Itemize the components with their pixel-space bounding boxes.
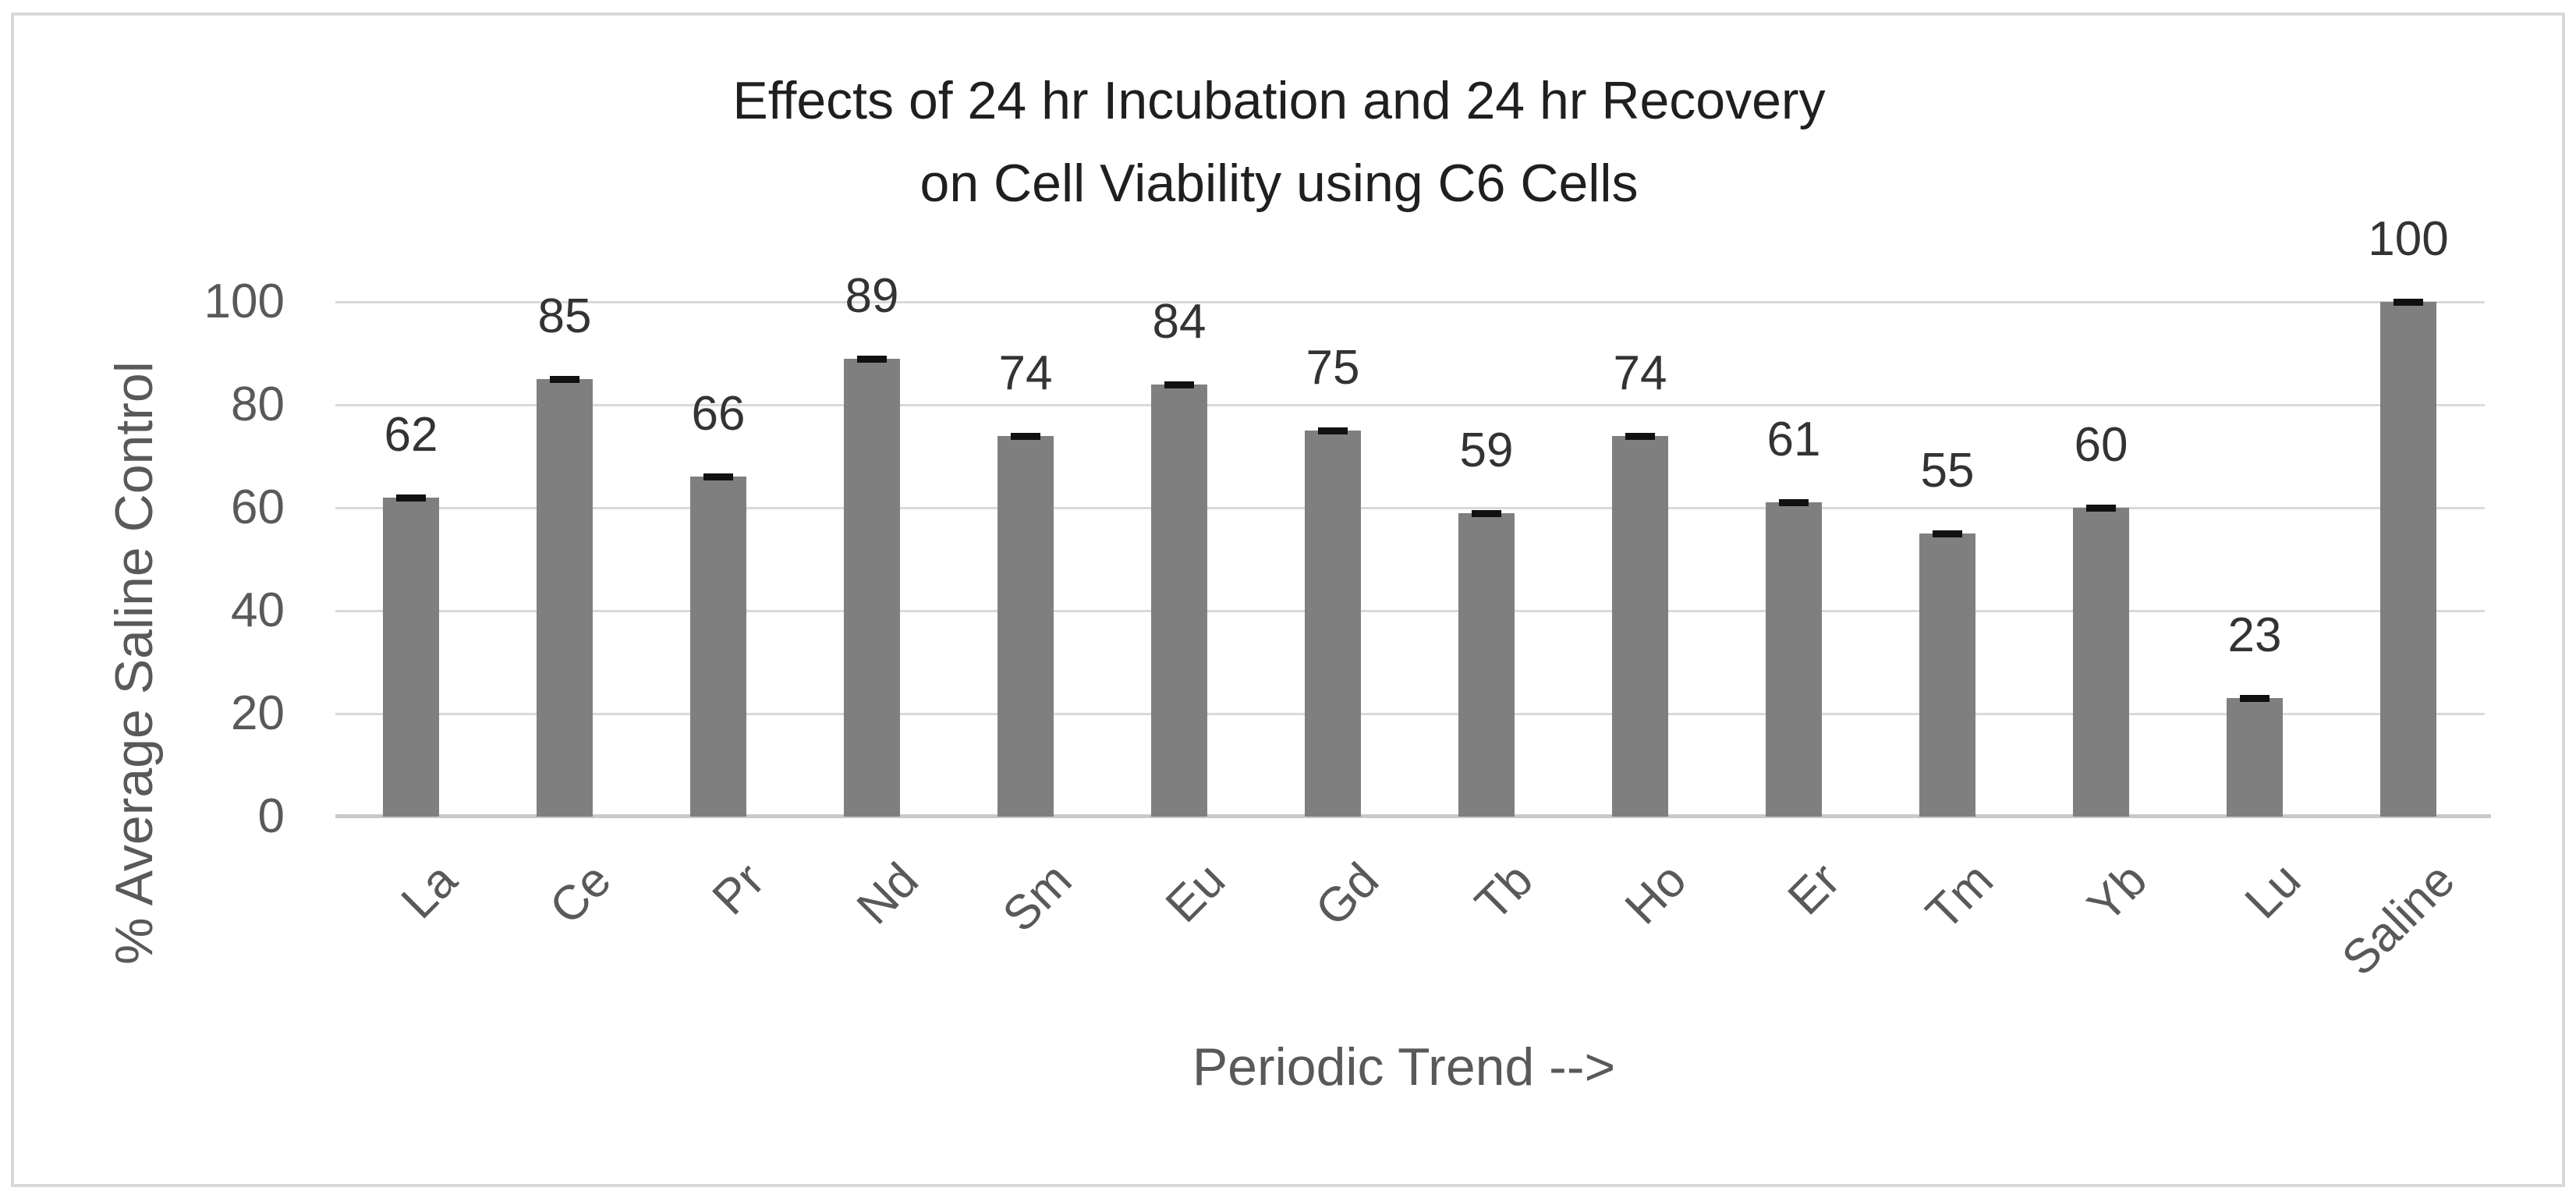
bar-Tm — [1919, 533, 1975, 817]
gridline-40 — [335, 609, 2485, 612]
data-label-Tb: 59 — [1459, 423, 1514, 477]
y-tick-label-40: 40 — [231, 583, 285, 637]
y-tick-label-100: 100 — [204, 275, 285, 328]
chart-title-line1: Effects of 24 hr Incubation and 24 hr Re… — [732, 71, 1826, 130]
error-bar-cap-Tm — [1933, 530, 1962, 537]
error-bar-cap-Eu — [1164, 381, 1194, 388]
error-bar-cap-Nd — [857, 355, 887, 363]
bar-Ce — [537, 379, 593, 817]
bar-Pr — [690, 477, 746, 817]
error-bar-cap-Tb — [1472, 509, 1501, 517]
data-label-Pr: 66 — [691, 387, 746, 441]
error-bar-cap-La — [396, 494, 426, 502]
y-tick-label-20: 20 — [231, 686, 285, 740]
bar-Yb — [2073, 508, 2129, 817]
data-label-Nd: 89 — [845, 268, 899, 323]
error-bar-cap-Lu — [2240, 695, 2270, 703]
error-bar-cap-Er — [1779, 499, 1809, 507]
error-bar-cap-Saline — [2394, 299, 2423, 306]
y-tick-label-60: 60 — [231, 480, 285, 534]
gridline-100 — [335, 300, 2485, 303]
bar-Sm — [997, 435, 1054, 817]
bar-Lu — [2227, 698, 2283, 817]
error-bar-cap-Gd — [1318, 427, 1348, 434]
bar-Er — [1766, 502, 1822, 817]
data-label-Ho: 74 — [1613, 346, 1667, 400]
error-bar-cap-Ho — [1625, 432, 1655, 440]
data-label-Lu: 23 — [2227, 608, 2282, 663]
chart-border — [11, 12, 2565, 1187]
data-label-Sm: 74 — [998, 346, 1053, 400]
data-label-Eu: 84 — [1152, 294, 1207, 349]
bar-Eu — [1151, 384, 1207, 817]
error-bar-cap-Yb — [2086, 505, 2116, 512]
y-tick-label-80: 80 — [231, 377, 285, 431]
data-label-Gd: 75 — [1306, 341, 1360, 395]
gridline-80 — [335, 403, 2485, 406]
bar-La — [383, 497, 439, 817]
y-axis-title: % Average Saline Control — [105, 361, 164, 965]
y-tick-label-0: 0 — [257, 789, 285, 843]
error-bar-cap-Sm — [1011, 432, 1040, 440]
plot-area: 62 85 66 89 74 84 75 59 74 61 55 60 23 100 — [335, 214, 2492, 818]
error-bar-cap-Ce — [550, 376, 579, 383]
bar-Ho — [1612, 435, 1668, 817]
chart-title: Effects of 24 hr Incubation and 24 hr Re… — [0, 59, 2558, 225]
bar-Tb — [1458, 512, 1515, 817]
data-label-Saline: 100 — [2368, 212, 2449, 266]
gridline-60 — [335, 506, 2485, 509]
bar-Saline — [2380, 302, 2436, 817]
bar-Gd — [1305, 431, 1361, 817]
x-axis-line — [335, 814, 2492, 818]
data-label-Ce: 85 — [537, 289, 592, 343]
data-label-La: 62 — [384, 407, 438, 462]
data-label-Tm: 55 — [1920, 444, 1975, 498]
error-bar-cap-Pr — [703, 473, 733, 481]
gridline-20 — [335, 712, 2485, 715]
data-label-Er: 61 — [1766, 413, 1821, 467]
bar-Nd — [844, 358, 900, 817]
data-label-Yb: 60 — [2074, 418, 2128, 472]
chart-title-line2: on Cell Viability using C6 Cells — [919, 154, 1639, 213]
x-axis-title: Periodic Trend --> — [1192, 1037, 1616, 1097]
